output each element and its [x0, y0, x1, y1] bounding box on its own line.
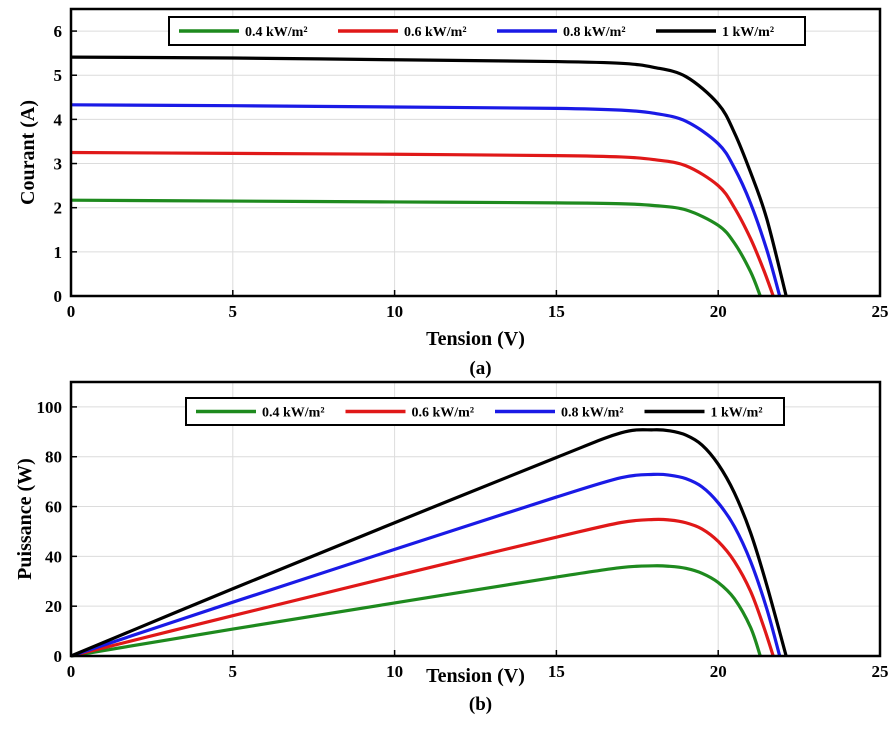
- legend: 0.4 kW/m² 0.6 kW/m² 0.8 kW/m² 1 kW/m²: [168, 16, 806, 46]
- y-tick-label: 2: [54, 199, 63, 218]
- series-line-1: [70, 428, 788, 658]
- x-tick-label: 15: [548, 662, 565, 681]
- series-line-0-8: [70, 472, 782, 658]
- x-tick-label: 5: [229, 662, 238, 681]
- y-tick-label: 6: [54, 22, 63, 41]
- y-tick-label: 1: [54, 243, 63, 262]
- x-tick-label: 25: [872, 302, 889, 321]
- legend-box: [168, 16, 806, 46]
- y-axis-label: Puissance (W): [14, 458, 36, 580]
- y-tick-label: 4: [54, 110, 63, 129]
- legend-label: 0.6 kW/m²: [404, 25, 467, 40]
- x-tick-label: 20: [710, 302, 727, 321]
- x-tick-label: 10: [386, 662, 403, 681]
- series-line-0-8: [70, 103, 782, 297]
- x-tick-label: 20: [710, 662, 727, 681]
- y-axis-label: Courant (A): [17, 100, 39, 205]
- y-tick-label: 0: [54, 647, 63, 666]
- plot-frame: [69, 380, 882, 658]
- series-line-0-4: [70, 198, 762, 297]
- chart-panel-b: 0 5 10 15 20 25 0 20 40 60 80 100 Tension (V) Puissan…: [14, 380, 889, 715]
- panel-caption: (a): [469, 358, 491, 379]
- x-axis-label: Tension (V): [426, 328, 525, 350]
- legend: 0.4 kW/m² 0.6 kW/m² 0.8 kW/m² 1 kW/m²: [185, 397, 785, 426]
- x-tick-label: 0: [67, 302, 76, 321]
- y-tick-label: 5: [54, 66, 63, 85]
- legend-label: 0.8 kW/m²: [561, 406, 624, 421]
- series-line-0-6: [70, 150, 775, 297]
- chart-panel-a: 0 5 10 15 20 25 0 1 2 3 4 5 6 Tension (V) Courant (A) (…: [17, 7, 889, 379]
- panel-caption: (b): [469, 694, 492, 715]
- x-tick-label: 5: [229, 302, 238, 321]
- legend-label: 1 kW/m²: [722, 25, 774, 40]
- y-tick-label: 80: [45, 448, 62, 467]
- x-tick-label: 15: [548, 302, 565, 321]
- y-tick-label: 60: [45, 498, 62, 517]
- series-line-0-6: [70, 517, 775, 658]
- legend-label: 0.4 kW/m²: [245, 25, 308, 40]
- x-tick-label: 10: [386, 302, 403, 321]
- y-tick-label: 0: [54, 287, 63, 306]
- plot-frame: [69, 7, 882, 298]
- series-line-0-4: [70, 564, 762, 658]
- legend-label: 0.4 kW/m²: [262, 406, 325, 421]
- legend-label: 0.6 kW/m²: [412, 406, 475, 421]
- y-tick-label: 100: [37, 398, 63, 417]
- x-axis-label: Tension (V): [426, 665, 525, 687]
- legend-label: 0.8 kW/m²: [563, 25, 626, 40]
- x-tick-label: 25: [872, 662, 889, 681]
- y-tick-label: 20: [45, 597, 62, 616]
- series-line-1: [70, 55, 788, 297]
- legend-label: 1 kW/m²: [711, 406, 763, 421]
- x-tick-label: 0: [67, 662, 76, 681]
- y-tick-label: 3: [54, 155, 63, 174]
- y-tick-label: 40: [45, 547, 62, 566]
